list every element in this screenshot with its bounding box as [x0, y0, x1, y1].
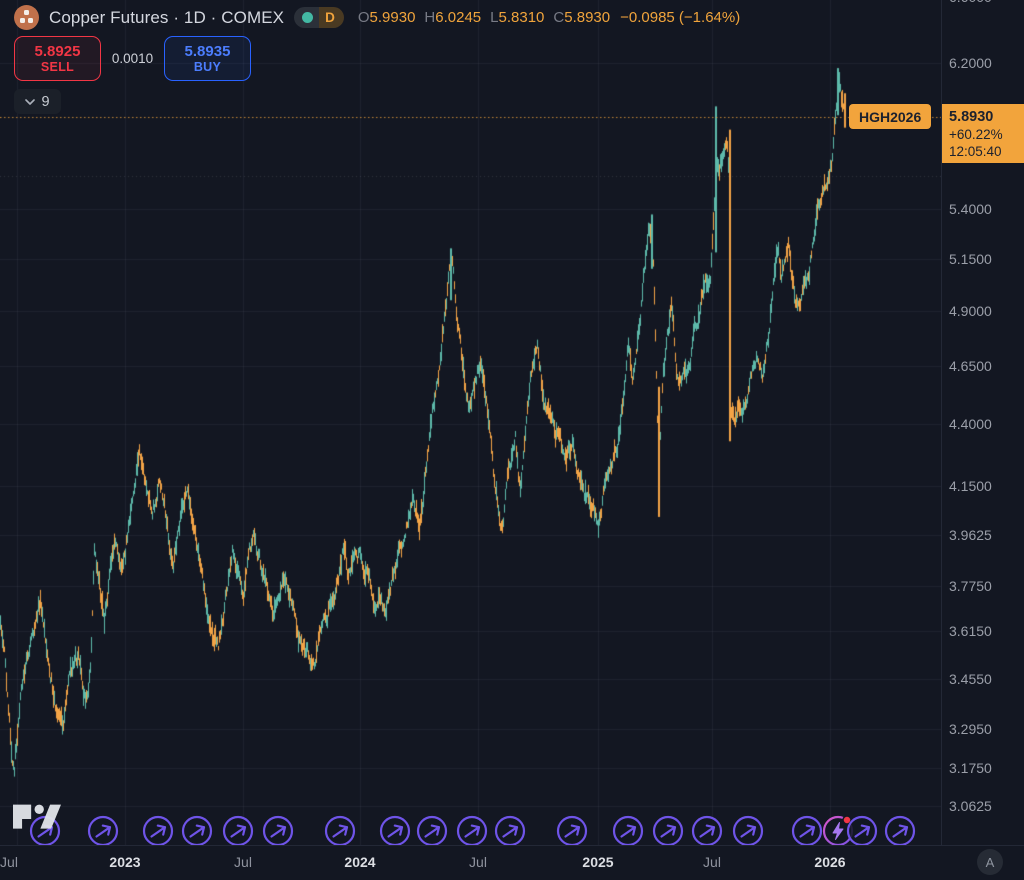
symbol-header: Copper Futures · 1D · COMEX D O5.9930 H6… — [14, 5, 740, 30]
close-value: 5.8930 — [564, 9, 611, 26]
time-scale[interactable]: A Jul 2023 Jul 2024 Jul 2025 Jul 2026 — [0, 845, 1024, 880]
low-key: L — [490, 9, 499, 26]
time-tick-label: Jul — [234, 854, 252, 870]
rollover-arrow-icon — [854, 824, 871, 838]
tradingview-watermark-icon — [13, 804, 61, 835]
open-value: 5.9930 — [369, 9, 416, 26]
alert-dot-icon — [842, 815, 852, 825]
rollover-arrow-icon — [95, 824, 112, 838]
event-markers-row — [29, 815, 916, 847]
high-value: 6.0245 — [435, 9, 482, 26]
market-status-dot-icon — [302, 12, 314, 23]
low-value: 5.8310 — [498, 9, 545, 26]
price-tick-label: 3.0625 — [949, 798, 992, 815]
time-tick-label: 2024 — [344, 854, 376, 870]
rollover-arrow-icon — [150, 824, 167, 838]
rollover-arrow-icon — [270, 824, 287, 838]
price-tick-label: 3.7750 — [949, 577, 992, 594]
price-tick-label: 6.6000 — [949, 0, 992, 5]
rollover-arrow-icon — [502, 824, 519, 838]
price-tick-label: 5.4000 — [949, 200, 992, 217]
rollover-arrow-icon — [699, 824, 716, 838]
price-tick-label: 3.2950 — [949, 721, 992, 738]
contract-tag: HGH2026 — [849, 104, 932, 129]
open-key: O — [357, 9, 370, 26]
ohlc-readout: O5.9930 H6.0245 L5.8310 C5.8930 −0.0985 … — [358, 9, 740, 26]
lightning-bolt-icon — [832, 822, 844, 840]
auto-scale-button[interactable]: A — [977, 849, 1003, 875]
rollover-arrow-icon — [464, 824, 481, 838]
time-tick-label: 2025 — [582, 854, 614, 870]
buy-label: BUY — [193, 59, 222, 74]
sell-label: SELL — [40, 59, 75, 74]
rollover-arrow-icon — [424, 824, 441, 838]
price-tick-label: 3.9625 — [949, 526, 992, 543]
time-tick-label: Jul — [0, 854, 18, 870]
last-price-change-pct: +60.22% — [949, 126, 1003, 142]
rollover-arrow-icon — [740, 824, 757, 838]
time-tick-label: Jul — [703, 854, 721, 870]
symbol-title[interactable]: Copper Futures · 1D · COMEX — [49, 7, 285, 27]
interval-badge[interactable]: D — [294, 7, 344, 28]
price-scale[interactable]: 5.8930 +60.22% 12:05:40 6.6000 6.2000 5.40… — [941, 0, 1024, 845]
rollover-arrow-icon — [892, 824, 909, 838]
buy-price: 5.8935 — [184, 42, 231, 60]
rollover-arrow-icon — [332, 824, 349, 838]
price-tick-label: 4.4000 — [949, 416, 992, 433]
buy-button[interactable]: 5.8935 BUY — [164, 36, 251, 81]
quantity-value: 9 — [41, 93, 50, 110]
time-tick-label: Jul — [469, 854, 487, 870]
rollover-arrow-icon — [230, 824, 247, 838]
close-key: C — [553, 9, 565, 26]
price-tick-label: 5.1500 — [949, 250, 992, 267]
interval-label: D — [319, 7, 344, 28]
rollover-arrow-icon — [564, 824, 581, 838]
rollover-arrow-icon — [387, 824, 404, 838]
price-tick-label: 3.6150 — [949, 623, 992, 640]
price-chart-canvas[interactable] — [0, 0, 941, 845]
rollover-arrow-icon — [660, 824, 677, 838]
time-tick-label: 2026 — [814, 854, 846, 870]
sell-button[interactable]: 5.8925 SELL — [14, 36, 101, 81]
rollover-arrow-icon — [799, 824, 816, 838]
high-key: H — [424, 9, 436, 26]
rollover-arrow-icon — [620, 824, 637, 838]
last-price-label: 5.8930 +60.22% 12:05:40 — [942, 103, 1024, 163]
change-readout: −0.0985 (−1.64%) — [620, 9, 741, 26]
spread-value: 0.0010 — [111, 51, 154, 66]
chevron-down-icon — [25, 98, 36, 105]
price-tick-label: 6.2000 — [949, 55, 992, 71]
price-tick-label: 4.1500 — [949, 478, 992, 494]
time-tick-label: 2023 — [109, 854, 141, 870]
quantity-chooser[interactable]: 9 — [14, 89, 61, 114]
price-tick-label: 3.4550 — [949, 671, 992, 688]
bar-countdown: 12:05:40 — [949, 143, 1002, 159]
price-tick-label: 4.9000 — [949, 302, 992, 319]
last-price-value: 5.8930 — [949, 108, 994, 125]
trade-panel: 5.8925 SELL 0.0010 5.8935 BUY — [14, 36, 251, 81]
sell-price: 5.8925 — [34, 42, 81, 60]
rollover-arrow-icon — [189, 824, 206, 838]
copper-symbol-logo-icon — [14, 5, 39, 30]
price-tick-label: 4.6500 — [949, 358, 992, 375]
price-tick-label: 3.1750 — [949, 760, 992, 777]
